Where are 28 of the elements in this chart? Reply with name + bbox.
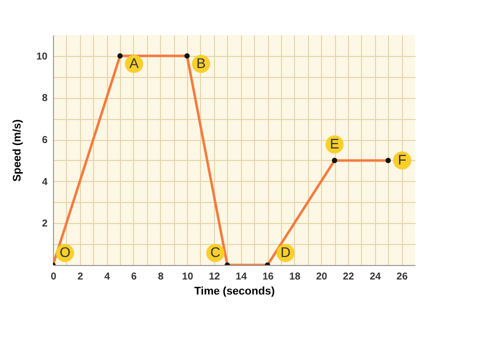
y-tick-label: 8 [42, 93, 48, 104]
y-tick-label: 10 [36, 51, 48, 62]
y-axis-title: Speed (m/s) [11, 118, 24, 182]
y-tick-label: 2 [42, 218, 48, 230]
x-tick-label: 6 [131, 272, 138, 282]
x-tick-label: 18 [289, 272, 301, 282]
annotation: O [60, 244, 71, 260]
annotation: B [196, 54, 206, 71]
x-tick-label: 16 [262, 272, 274, 282]
x-tick-label: 10 [182, 272, 194, 282]
x-tick-label: 22 [342, 272, 354, 282]
x-tick-label: 4 [104, 272, 110, 282]
annotation: A [129, 54, 140, 71]
x-tick-label: 20 [316, 272, 328, 282]
x-tick-label: 26 [396, 272, 408, 282]
annotation: D [280, 244, 291, 260]
y-tick-label: 6 [42, 135, 48, 146]
x-tick-label: 0 [50, 272, 57, 282]
x-tick-label: 12 [208, 272, 220, 282]
x-tick-label: 8 [158, 272, 164, 282]
annotation: F [398, 151, 406, 168]
x-tick-label: 2 [78, 272, 84, 282]
annotation: E [330, 135, 340, 152]
x-tick-label: 24 [370, 272, 382, 282]
x-tick-label: 14 [236, 272, 248, 282]
annotation: C [210, 244, 220, 260]
x-axis-title: Time (seconds) [194, 286, 276, 298]
y-tick-label: 4 [42, 176, 48, 188]
